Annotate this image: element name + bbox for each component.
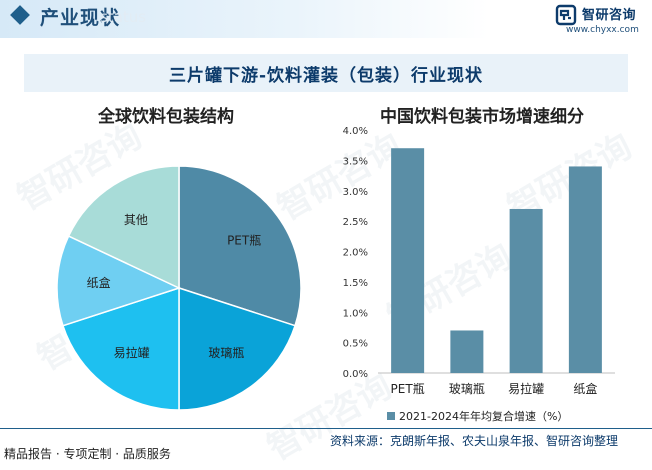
bar-chart-title: 中国饮料包装市场增速细分 xyxy=(380,107,584,127)
y-tick-label: 3.0% xyxy=(343,187,368,198)
legend-swatch xyxy=(387,412,395,420)
footer-slogan: 精品报告 · 专项定制 · 品质服务 xyxy=(4,447,171,461)
pie-slice xyxy=(178,165,302,327)
pie-chart-title: 全球饮料包装结构 xyxy=(98,107,234,127)
header-watermark: status xyxy=(100,8,147,26)
y-tick-label: 0.0% xyxy=(343,369,368,380)
bar xyxy=(509,208,543,373)
y-tick-label: 0.5% xyxy=(343,339,368,350)
bar xyxy=(450,330,484,373)
legend-label: 2021-2024年年均复合增速（%） xyxy=(399,409,568,423)
y-tick-label: 1.5% xyxy=(343,278,368,289)
pie-slice-label: PET瓶 xyxy=(227,234,261,248)
main-title: 三片罐下游-饮料灌装（包装）行业现状 xyxy=(168,65,484,86)
footer-source: 资料来源：克朗斯年报、农夫山泉年报、智研咨询整理 xyxy=(330,434,619,448)
pie-slice-label: 玻璃瓶 xyxy=(208,346,244,360)
brand-name: 智研咨询 xyxy=(582,8,637,23)
pie-slice-label: 纸盒 xyxy=(87,275,111,290)
y-tick-label: 4.0% xyxy=(343,126,368,137)
brand-logo-icon xyxy=(555,4,577,26)
main-title-box: 三片罐下游-饮料灌装（包装）行业现状 xyxy=(24,54,628,92)
pie-slice xyxy=(178,286,296,411)
header-title: 产业现状 xyxy=(40,7,121,29)
pie-slice xyxy=(56,235,182,327)
x-tick-label: 玻璃瓶 xyxy=(449,382,485,396)
x-tick-label: PET瓶 xyxy=(391,382,425,396)
bar xyxy=(568,166,602,373)
y-tick-label: 1.0% xyxy=(343,308,368,319)
brand-url: www.chyxx.com xyxy=(566,25,639,35)
pie-slice xyxy=(62,286,180,411)
y-tick-label: 2.0% xyxy=(343,248,368,259)
y-tick-label: 3.5% xyxy=(343,156,368,167)
pie-slice xyxy=(67,165,180,290)
footer-divider xyxy=(0,428,652,429)
pie-slice-label: 其他 xyxy=(124,213,148,227)
x-tick-label: 纸盒 xyxy=(573,381,597,396)
bar xyxy=(391,148,425,373)
pie-slice-label: 易拉罐 xyxy=(114,345,150,360)
header-bar xyxy=(0,0,652,38)
y-tick-label: 2.5% xyxy=(343,217,368,228)
x-tick-label: 易拉罐 xyxy=(508,381,544,396)
